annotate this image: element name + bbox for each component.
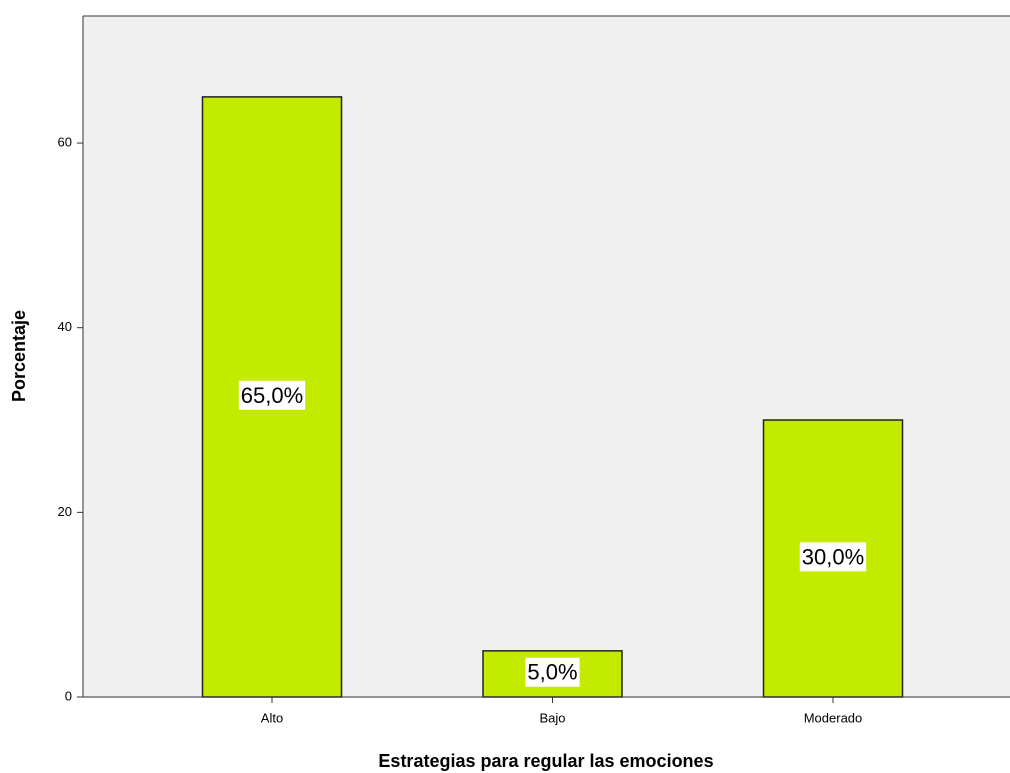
y-tick-label: 20 [58,504,72,519]
value-label-box [238,380,306,410]
value-label: 5,0% [527,660,577,685]
bar [201,96,343,698]
x-tick-label: Alto [261,710,283,725]
x-tick-label: Bajo [539,710,565,725]
y-axis-label: Porcentaje [9,310,29,402]
y-tick-label: 40 [58,319,72,334]
x-tick-label: Moderado [804,710,863,725]
value-label: 65,0% [241,383,303,408]
x-axis-label: Estrategias para regular las emociones [378,751,713,771]
y-tick-label: 0 [65,688,72,703]
value-label-box [525,657,580,687]
value-label-box [799,542,867,572]
value-label: 30,0% [802,544,864,569]
y-tick-label: 60 [58,134,72,149]
